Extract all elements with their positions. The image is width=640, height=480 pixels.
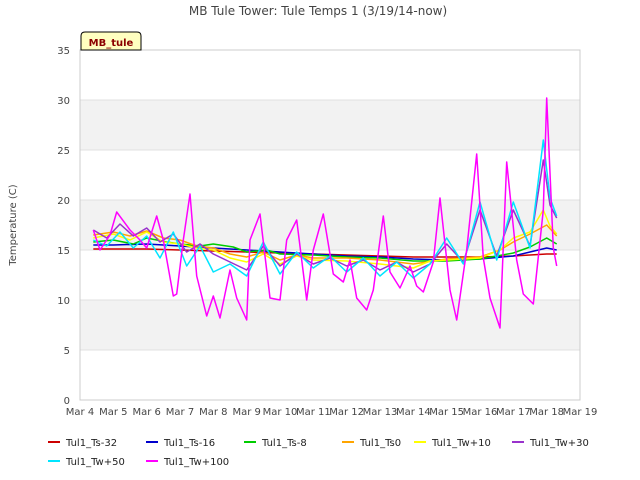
y-axis-ticks: 0 5 10 15 20 25 30 35 (57, 46, 70, 407)
chart-title: MB Tule Tower: Tule Temps 1 (3/19/14-now… (189, 4, 447, 18)
x-tick-label: Mar 15 (429, 407, 464, 418)
series-line-tul1-tw-10 (93, 209, 558, 269)
series-line-tul1-tw-100 (92, 97, 558, 329)
x-tick-label: Mar 16 (463, 407, 498, 418)
x-tick-label: Mar 18 (529, 407, 564, 418)
station-label-background (80, 31, 142, 51)
x-tick-label: Mar 10 (263, 407, 298, 418)
legend-label: Tul1_Tw+10 (431, 438, 491, 449)
x-tick-label: Mar 8 (199, 407, 227, 418)
y-tick-label: 25 (57, 146, 70, 157)
y-axis-label: Temperature (C) (8, 184, 19, 266)
y-tick-label: 15 (57, 246, 70, 257)
legend: Tul1_Ts-32 Tul1_Ts-16 Tul1_Ts-8 Tul1_Ts0 Tul… (48, 438, 589, 468)
station-label-box: MB_tule (80, 31, 142, 51)
legend-label: Tul1_Ts-32 (65, 438, 117, 449)
background-band (80, 100, 580, 150)
y-tick-label: 35 (57, 46, 70, 57)
series-line-tul1-tw-50 (92, 139, 558, 279)
plot-background-bands (80, 100, 580, 350)
x-tick-label: Mar 7 (166, 407, 194, 418)
legend-label: Tul1_Ts0 (359, 438, 401, 449)
x-tick-label: Mar 12 (329, 407, 364, 418)
legend-label: Tul1_Ts-16 (163, 438, 215, 449)
series-layer (92, 97, 558, 329)
y-tick-label: 10 (57, 296, 70, 307)
x-tick-label: Mar 19 (563, 407, 598, 418)
y-tick-label: 0 (64, 396, 70, 407)
x-tick-label: Mar 13 (363, 407, 398, 418)
x-tick-label: Mar 6 (132, 407, 160, 418)
y-tick-label: 20 (57, 196, 70, 207)
x-tick-label: Mar 17 (496, 407, 531, 418)
series-line-tul1-ts-16 (93, 243, 557, 261)
legend-label: Tul1_Ts-8 (261, 438, 307, 449)
legend-label: Tul1_Tw+30 (529, 438, 589, 449)
background-band (80, 300, 580, 350)
y-tick-label: 5 (64, 346, 70, 357)
x-axis-ticks: Mar 4 Mar 5 Mar 6 Mar 7 Mar 8 Mar 9 Mar 10Mar … (66, 407, 598, 418)
y-tick-label: 30 (57, 96, 70, 107)
x-tick-label: Mar 9 (232, 407, 260, 418)
x-tick-label: Mar 14 (396, 407, 431, 418)
x-tick-label: Mar 5 (99, 407, 127, 418)
x-tick-label: Mar 11 (296, 407, 331, 418)
x-tick-label: Mar 4 (66, 407, 94, 418)
legend-label: Tul1_Tw+100 (163, 457, 229, 468)
legend-label: Tul1_Tw+50 (65, 457, 125, 468)
station-label: MB_tule (89, 38, 134, 49)
plot-area-frame (79, 49, 581, 401)
